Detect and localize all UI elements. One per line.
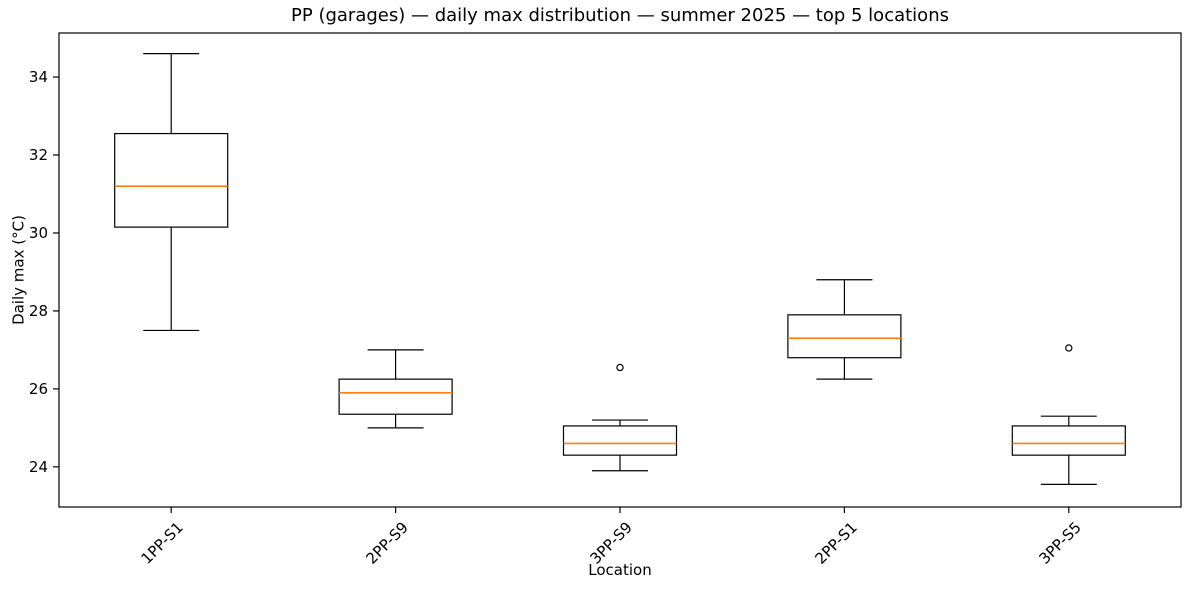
iqr-box xyxy=(114,132,229,228)
iqr-box xyxy=(1011,425,1126,456)
y-tick-label: 28 xyxy=(28,301,48,320)
y-tick-label: 26 xyxy=(28,379,48,398)
x-axis-label: Location xyxy=(588,561,652,579)
box-3PP-S5 xyxy=(1011,344,1126,485)
y-tick-label: 30 xyxy=(28,223,48,242)
box-1PP-S1 xyxy=(114,53,229,332)
box-3PP-S9 xyxy=(562,363,678,472)
outlier-point xyxy=(1065,344,1073,352)
y-tick-label: 34 xyxy=(28,68,48,87)
iqr-box xyxy=(787,314,902,359)
iqr-box xyxy=(562,425,678,456)
outlier-point xyxy=(616,363,624,372)
y-tick-label: 24 xyxy=(28,457,48,476)
box-2PP-S1 xyxy=(787,279,902,380)
y-tick-label: 32 xyxy=(28,146,48,164)
box-2PP-S9 xyxy=(338,349,453,429)
chart-title: PP (garages) — daily max distribution — … xyxy=(291,5,949,26)
iqr-box xyxy=(338,378,453,415)
